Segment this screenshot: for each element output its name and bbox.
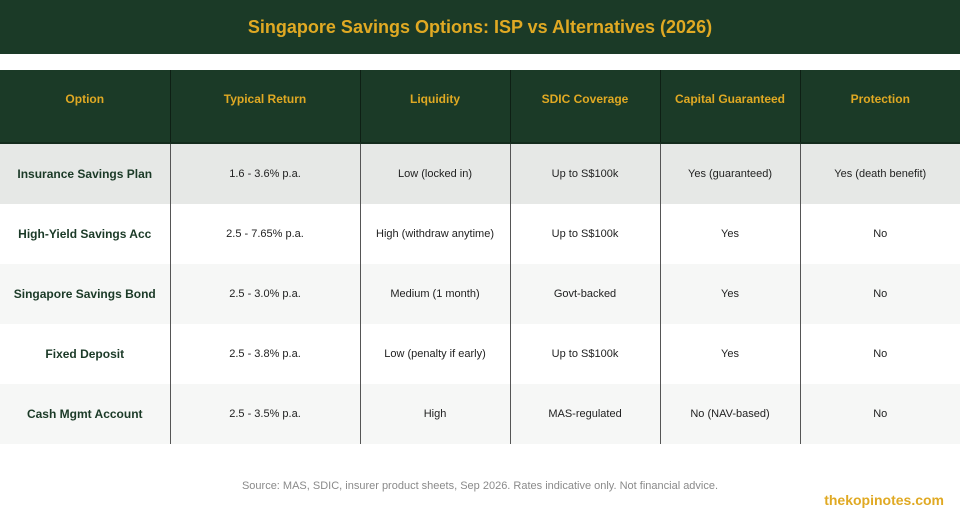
option-cell: Cash Mgmt Account bbox=[0, 384, 171, 444]
column-header-option: Option bbox=[0, 70, 171, 144]
table-header-row: Option Typical Return Liquidity SDIC Cov… bbox=[0, 70, 960, 144]
brand-watermark: thekopinotes.com bbox=[824, 492, 944, 508]
table-row: Insurance Savings Plan 1.6 - 3.6% p.a. L… bbox=[0, 143, 960, 204]
sdic-coverage-cell: MAS-regulated bbox=[510, 384, 661, 444]
sdic-coverage-cell: Up to S$100k bbox=[510, 143, 661, 204]
sdic-coverage-cell: Up to S$100k bbox=[510, 324, 661, 384]
capital-guaranteed-cell: Yes bbox=[660, 264, 801, 324]
column-header-sdic-coverage: SDIC Coverage bbox=[510, 70, 661, 144]
table-row: Fixed Deposit 2.5 - 3.8% p.a. Low (penal… bbox=[0, 324, 960, 384]
liquidity-cell: High (withdraw anytime) bbox=[360, 204, 511, 264]
typical-return-cell: 2.5 - 7.65% p.a. bbox=[170, 204, 361, 264]
sdic-coverage-cell: Govt-backed bbox=[510, 264, 661, 324]
liquidity-cell: High bbox=[360, 384, 511, 444]
source-note: Source: MAS, SDIC, insurer product sheet… bbox=[241, 480, 719, 492]
capital-guaranteed-cell: Yes bbox=[660, 204, 801, 264]
protection-cell: No bbox=[800, 384, 960, 444]
protection-cell: No bbox=[800, 204, 960, 264]
column-header-liquidity: Liquidity bbox=[360, 70, 511, 144]
liquidity-cell: Medium (1 month) bbox=[360, 264, 511, 324]
comparison-table: Option Typical Return Liquidity SDIC Cov… bbox=[0, 70, 960, 444]
table-row: Singapore Savings Bond 2.5 - 3.0% p.a. M… bbox=[0, 264, 960, 324]
capital-guaranteed-cell: Yes (guaranteed) bbox=[660, 143, 801, 204]
option-cell: Fixed Deposit bbox=[0, 324, 171, 384]
protection-cell: No bbox=[800, 324, 960, 384]
typical-return-cell: 2.5 - 3.0% p.a. bbox=[170, 264, 361, 324]
typical-return-cell: 2.5 - 3.8% p.a. bbox=[170, 324, 361, 384]
typical-return-cell: 1.6 - 3.6% p.a. bbox=[170, 143, 361, 204]
table-row: Cash Mgmt Account 2.5 - 3.5% p.a. High M… bbox=[0, 384, 960, 444]
page-title: Singapore Savings Options: ISP vs Altern… bbox=[247, 16, 713, 37]
liquidity-cell: Low (locked in) bbox=[360, 143, 511, 204]
option-cell: High-Yield Savings Acc bbox=[0, 204, 171, 264]
protection-cell: No bbox=[800, 264, 960, 324]
capital-guaranteed-cell: No (NAV-based) bbox=[660, 384, 801, 444]
sdic-coverage-cell: Up to S$100k bbox=[510, 204, 661, 264]
option-cell: Singapore Savings Bond bbox=[0, 264, 171, 324]
typical-return-cell: 2.5 - 3.5% p.a. bbox=[170, 384, 361, 444]
column-header-capital-guaranteed: Capital Guaranteed bbox=[660, 70, 801, 144]
table-row: High-Yield Savings Acc 2.5 - 7.65% p.a. … bbox=[0, 204, 960, 264]
column-header-typical-return: Typical Return bbox=[170, 70, 361, 144]
liquidity-cell: Low (penalty if early) bbox=[360, 324, 511, 384]
protection-cell: Yes (death benefit) bbox=[800, 143, 960, 204]
capital-guaranteed-cell: Yes bbox=[660, 324, 801, 384]
title-bar: Singapore Savings Options: ISP vs Altern… bbox=[0, 0, 960, 54]
column-header-protection: Protection bbox=[800, 70, 960, 144]
option-cell: Insurance Savings Plan bbox=[0, 143, 171, 204]
